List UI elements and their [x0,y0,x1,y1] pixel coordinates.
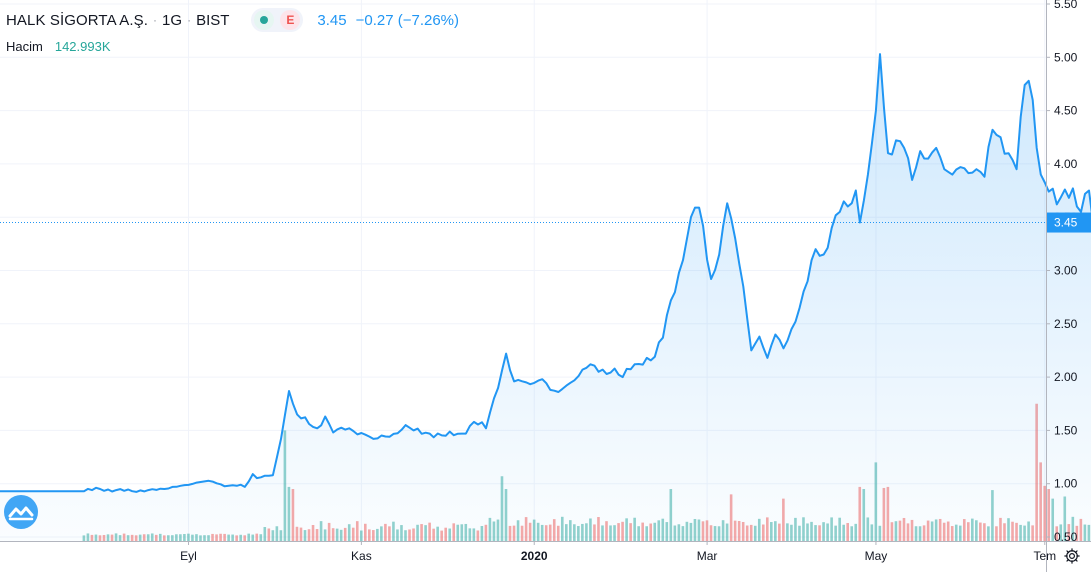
y-tick-label: 4.00 [1054,157,1078,171]
y-tick-label: 4.50 [1054,104,1078,118]
separator-dot: · [153,13,158,27]
y-tick-label: 1.50 [1054,423,1078,437]
y-tick-label: 1.00 [1054,477,1078,491]
legend-main: HALK SİGORTA A.Ş. · 1G · BIST E 3.45 −0.… [6,8,459,32]
exchange-label: BIST [196,11,230,29]
x-tick-label: 2020 [521,549,548,563]
current-price-label: 3.45 [1054,216,1078,230]
legend-volume: Hacim 142.993K [6,39,111,54]
price-area [0,53,1091,541]
gear-icon[interactable] [1062,546,1082,566]
volume-value: 142.993K [54,39,111,54]
y-tick-label: 2.50 [1054,317,1078,331]
x-tick-label: Eyl [180,549,197,563]
price-line[interactable] [0,53,1091,493]
x-tick-label: Tem [1033,549,1056,563]
last-price: 3.45 [317,11,347,29]
status-chips[interactable]: E [251,8,304,32]
volume-label[interactable]: Hacim [6,39,43,54]
interval-label[interactable]: 1G [162,11,183,29]
price-area-fill [0,54,1091,541]
price-change: −0.27 (−7.26%) [355,11,460,29]
y-tick-label: 0.50 [1054,530,1078,544]
current-price-badge [1047,212,1091,233]
y-tick-label: 2.00 [1054,370,1078,384]
separator-dot: · [187,13,192,27]
x-tick-label: Kas [351,549,372,563]
y-tick-label: 3.00 [1054,264,1078,278]
x-tick-label: May [865,549,888,563]
x-tick-label: Mar [697,549,718,563]
symbol-name[interactable]: HALK SİGORTA A.Ş. [6,11,149,29]
earnings-badge[interactable]: E [280,10,301,30]
y-tick-label: 5.50 [1054,0,1078,11]
y-tick-label: 5.00 [1054,50,1078,64]
market-open-icon[interactable] [254,10,275,30]
tradingview-logo-icon[interactable] [3,494,39,530]
